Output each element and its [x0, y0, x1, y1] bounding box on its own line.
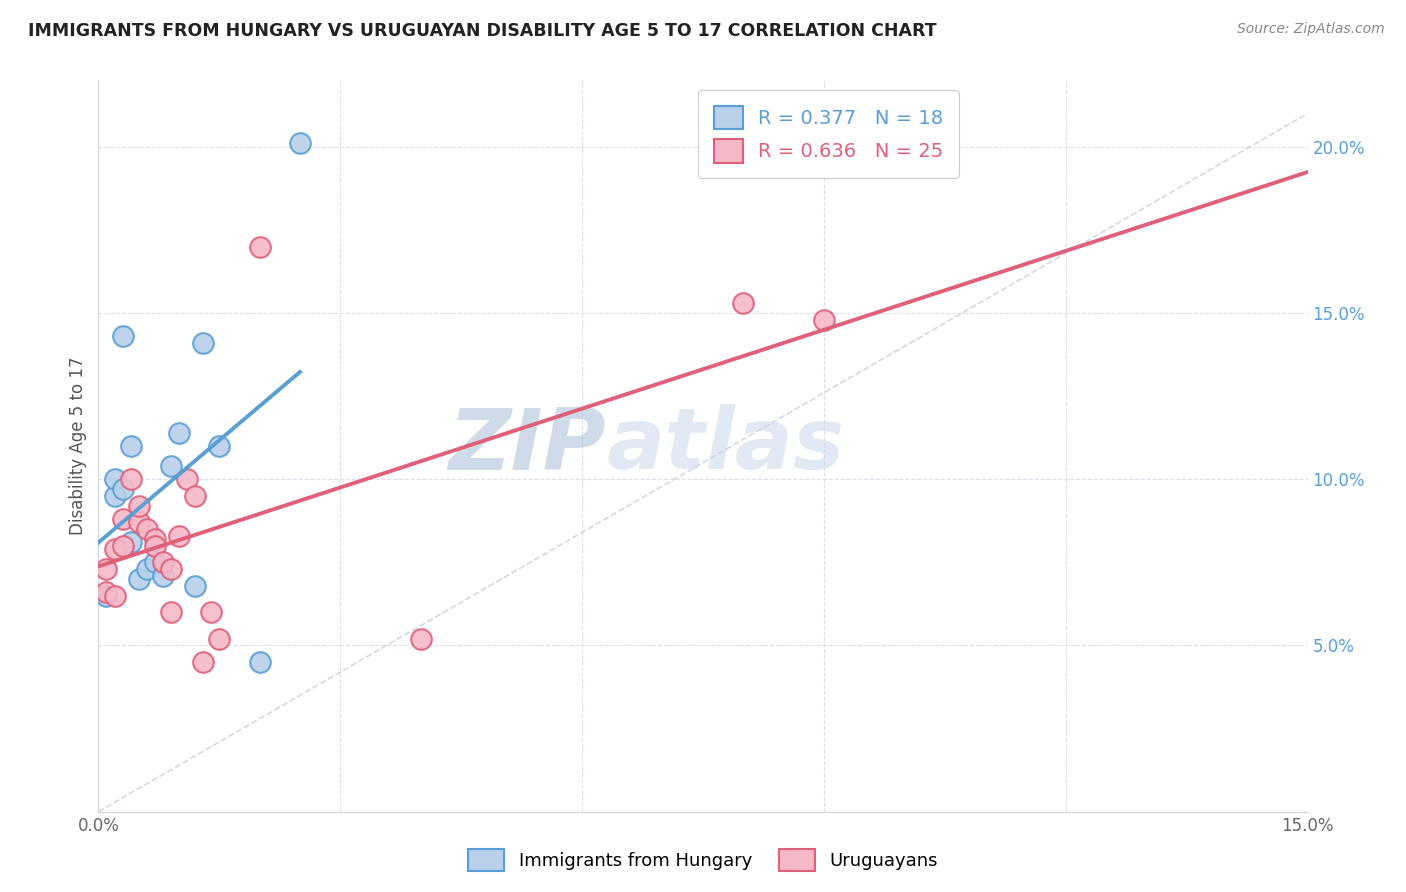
Point	[208, 632, 231, 646]
Point	[160, 605, 183, 619]
Point	[111, 512, 134, 526]
Point	[176, 472, 198, 486]
Point	[167, 425, 190, 440]
Point	[288, 136, 311, 151]
Text: ZIP: ZIP	[449, 404, 606, 488]
Point	[135, 562, 157, 576]
Point	[111, 329, 134, 343]
Point	[152, 568, 174, 582]
Point	[96, 562, 118, 576]
Point	[249, 239, 271, 253]
Point	[135, 522, 157, 536]
Point	[200, 605, 222, 619]
Legend: R = 0.377   N = 18, R = 0.636   N = 25: R = 0.377 N = 18, R = 0.636 N = 25	[699, 90, 959, 178]
Point	[96, 589, 118, 603]
Point	[96, 585, 118, 599]
Point	[167, 529, 190, 543]
Point	[208, 439, 231, 453]
Point	[813, 312, 835, 326]
Point	[111, 482, 134, 496]
Point	[193, 335, 215, 350]
Point	[128, 572, 150, 586]
Point	[103, 589, 125, 603]
Point	[128, 499, 150, 513]
Text: atlas: atlas	[606, 404, 845, 488]
Point	[249, 655, 271, 669]
Point	[120, 439, 142, 453]
Point	[152, 555, 174, 569]
Text: IMMIGRANTS FROM HUNGARY VS URUGUAYAN DISABILITY AGE 5 TO 17 CORRELATION CHART: IMMIGRANTS FROM HUNGARY VS URUGUAYAN DIS…	[28, 22, 936, 40]
Point	[143, 539, 166, 553]
Legend: Immigrants from Hungary, Uruguayans: Immigrants from Hungary, Uruguayans	[461, 842, 945, 879]
Point	[103, 472, 125, 486]
Point	[111, 539, 134, 553]
Point	[733, 296, 755, 310]
Y-axis label: Disability Age 5 to 17: Disability Age 5 to 17	[69, 357, 87, 535]
Point	[103, 489, 125, 503]
Point	[120, 535, 142, 549]
Point	[128, 516, 150, 530]
Point	[120, 472, 142, 486]
Point	[160, 562, 183, 576]
Point	[409, 632, 432, 646]
Point	[184, 489, 207, 503]
Point	[160, 458, 183, 473]
Text: Source: ZipAtlas.com: Source: ZipAtlas.com	[1237, 22, 1385, 37]
Point	[184, 579, 207, 593]
Point	[193, 655, 215, 669]
Point	[143, 555, 166, 569]
Point	[103, 542, 125, 557]
Point	[143, 532, 166, 546]
